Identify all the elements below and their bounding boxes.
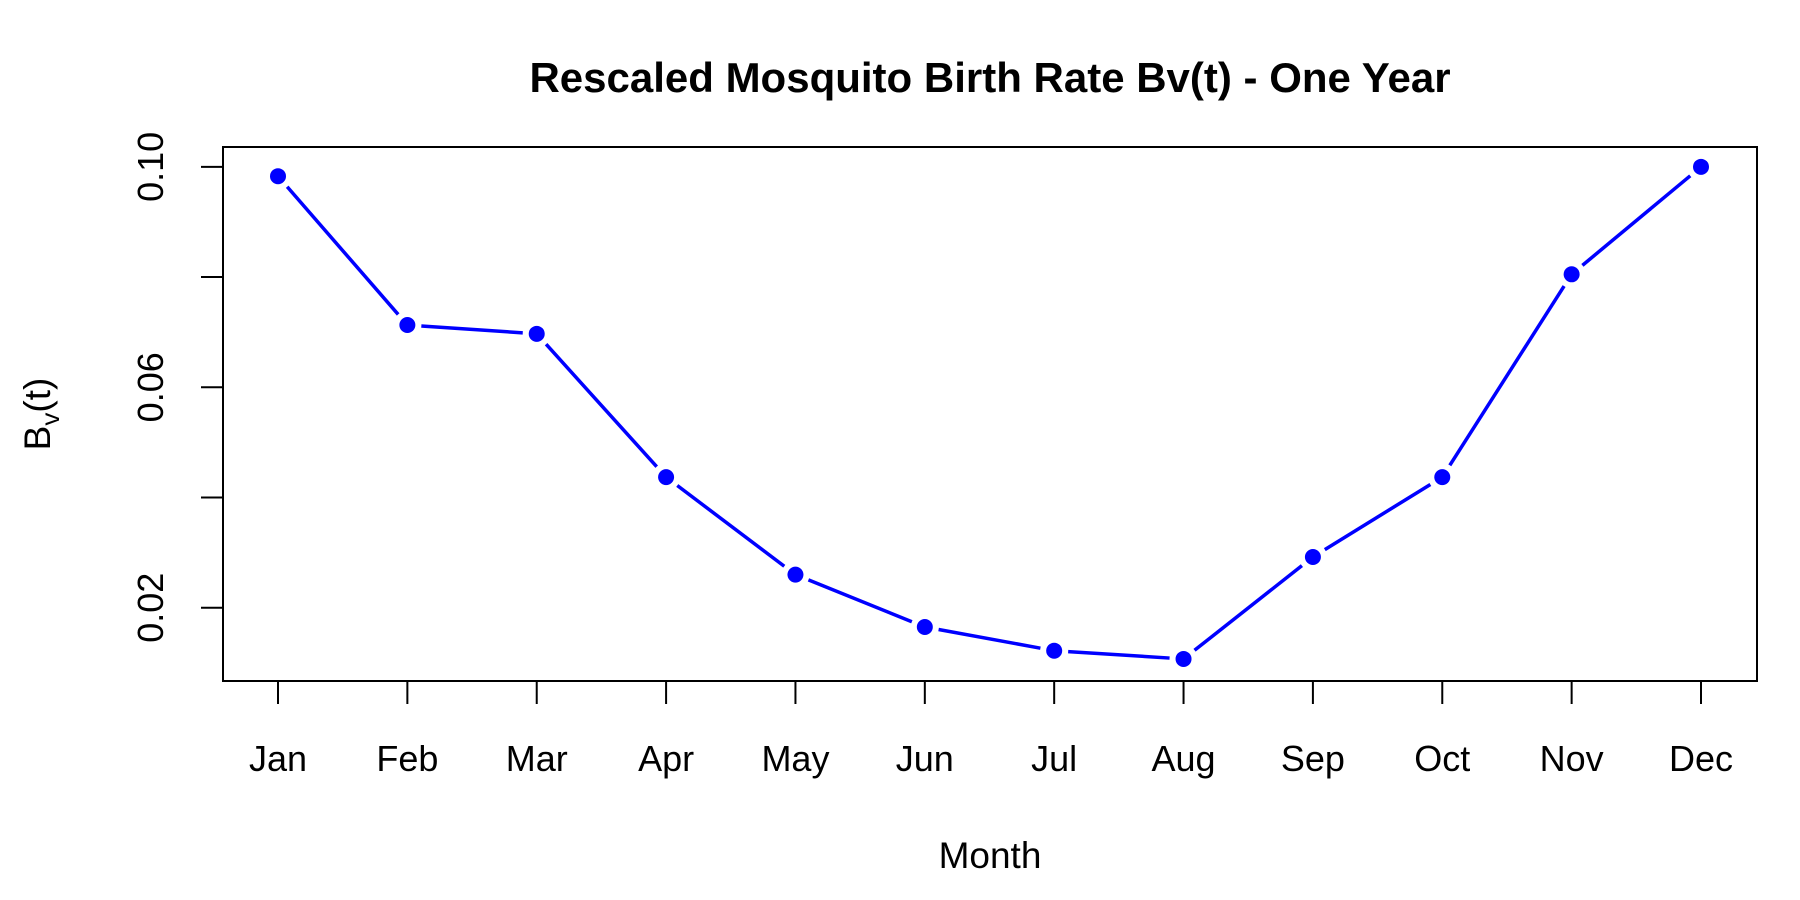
y-axis-title-subscript: v (35, 413, 65, 426)
series-line-segment (938, 627, 1041, 650)
x-tick-label: Jul (1031, 738, 1077, 779)
x-axis: Jan Feb Mar Apr May Jun Jul Aug Sep Oct Nov Dec (249, 681, 1733, 779)
data-point-feb (399, 317, 416, 333)
x-tick-label: Apr (638, 738, 694, 779)
series-line-segment (1193, 564, 1303, 652)
y-tick-label: 0.06 (130, 352, 171, 422)
y-axis-title-suffix: (t) (17, 378, 58, 413)
x-tick-label: Dec (1669, 738, 1733, 779)
data-point-nov (1563, 266, 1580, 283)
x-tick-label: May (761, 738, 829, 779)
series-line-segment (421, 324, 523, 335)
data-point-mar (528, 325, 545, 342)
x-tick-label: Jan (249, 738, 307, 779)
data-point-oct (1434, 469, 1451, 486)
x-tick-label: Jun (896, 738, 954, 779)
y-tick-label: 0.10 (130, 132, 171, 202)
data-point-may (787, 566, 804, 583)
y-tick-label: 0.02 (130, 573, 171, 643)
y-axis-title: Bv(t) (17, 378, 65, 451)
x-axis-title: Month (939, 835, 1042, 876)
x-tick-label: Mar (506, 738, 568, 779)
series-line-segment (676, 484, 786, 568)
data-series (270, 158, 1709, 667)
data-point-sep (1304, 549, 1321, 566)
data-point-aug (1175, 650, 1192, 667)
series-line-segment (1581, 174, 1692, 267)
series-line-segment (285, 185, 400, 316)
chart-title: Rescaled Mosquito Birth Rate Bv(t) - One… (529, 54, 1450, 101)
y-axis-title-base: B (17, 426, 58, 451)
series-line-segment (544, 343, 659, 468)
x-tick-label: Sep (1281, 738, 1345, 779)
series-line-segment (1323, 482, 1432, 552)
data-point-dec (1693, 158, 1709, 175)
data-point-jun (916, 618, 933, 635)
data-point-jan (270, 168, 286, 185)
series-line-segment (1068, 649, 1170, 660)
data-point-jul (1046, 642, 1063, 659)
x-tick-label: Feb (376, 738, 438, 779)
y-axis: 0.02 0.06 0.10 (130, 132, 223, 643)
x-tick-label: Aug (1152, 738, 1216, 779)
plot-area-frame (222, 146, 1758, 682)
x-tick-label: Oct (1414, 738, 1470, 779)
series-line-segment (1448, 285, 1566, 467)
series-line-segment (807, 578, 913, 624)
data-point-apr (658, 469, 675, 486)
x-tick-label: Nov (1540, 738, 1604, 779)
